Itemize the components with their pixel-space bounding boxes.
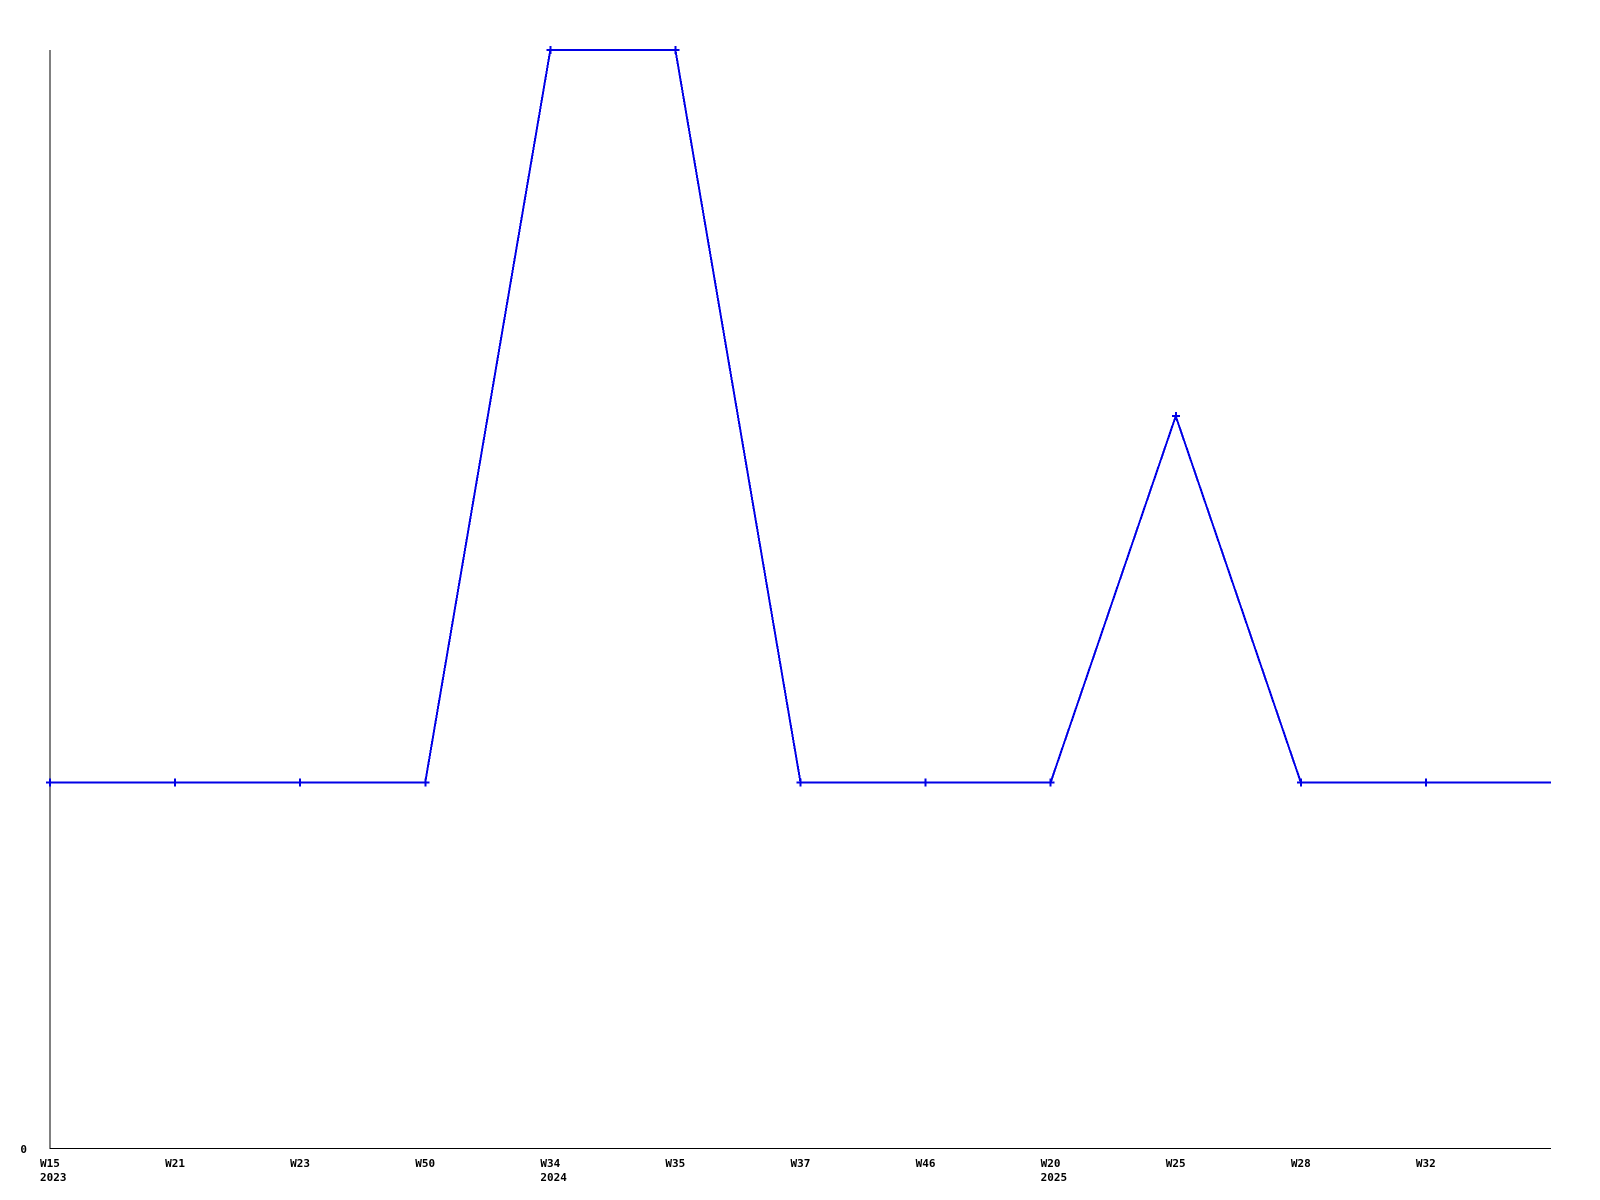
x-tick-week-label: W46 <box>916 1157 936 1170</box>
x-tick-week-label: W34 <box>540 1157 560 1170</box>
x-tick-week-label: W20 <box>1041 1157 1061 1170</box>
data-point-marker <box>546 46 555 54</box>
data-point-marker <box>1421 778 1430 787</box>
data-point-marker <box>171 778 180 787</box>
x-tick-week-label: W15 <box>40 1157 60 1170</box>
x-tick-week-label: W35 <box>665 1157 685 1170</box>
axis-border <box>49 50 1551 1150</box>
data-point-marker <box>671 46 680 54</box>
series-line <box>50 49 1551 784</box>
data-point-marker <box>46 778 54 787</box>
x-tick-week-label: W32 <box>1416 1157 1436 1170</box>
x-tick-week-label: W28 <box>1291 1157 1311 1170</box>
data-point-marker <box>796 778 805 787</box>
data-point-marker <box>921 778 930 787</box>
x-tick-week-label: W50 <box>415 1157 435 1170</box>
y-tick-label: 0 <box>20 1143 27 1156</box>
x-tick-week-label: W37 <box>791 1157 811 1170</box>
x-tick-week-label: W25 <box>1166 1157 1186 1170</box>
x-tick-year-label: 2025 <box>1041 1171 1068 1184</box>
data-point-marker <box>1296 778 1305 787</box>
x-tick-year-label: 2023 <box>40 1171 67 1184</box>
x-tick-week-label: W21 <box>165 1157 185 1170</box>
data-point-marker <box>1046 778 1055 787</box>
x-tick-year-label: 2024 <box>540 1171 567 1184</box>
data-point-marker <box>296 778 305 787</box>
x-tick-week-label: W23 <box>290 1157 310 1170</box>
data-point-marker <box>421 778 430 787</box>
data-point-marker <box>1171 412 1180 421</box>
